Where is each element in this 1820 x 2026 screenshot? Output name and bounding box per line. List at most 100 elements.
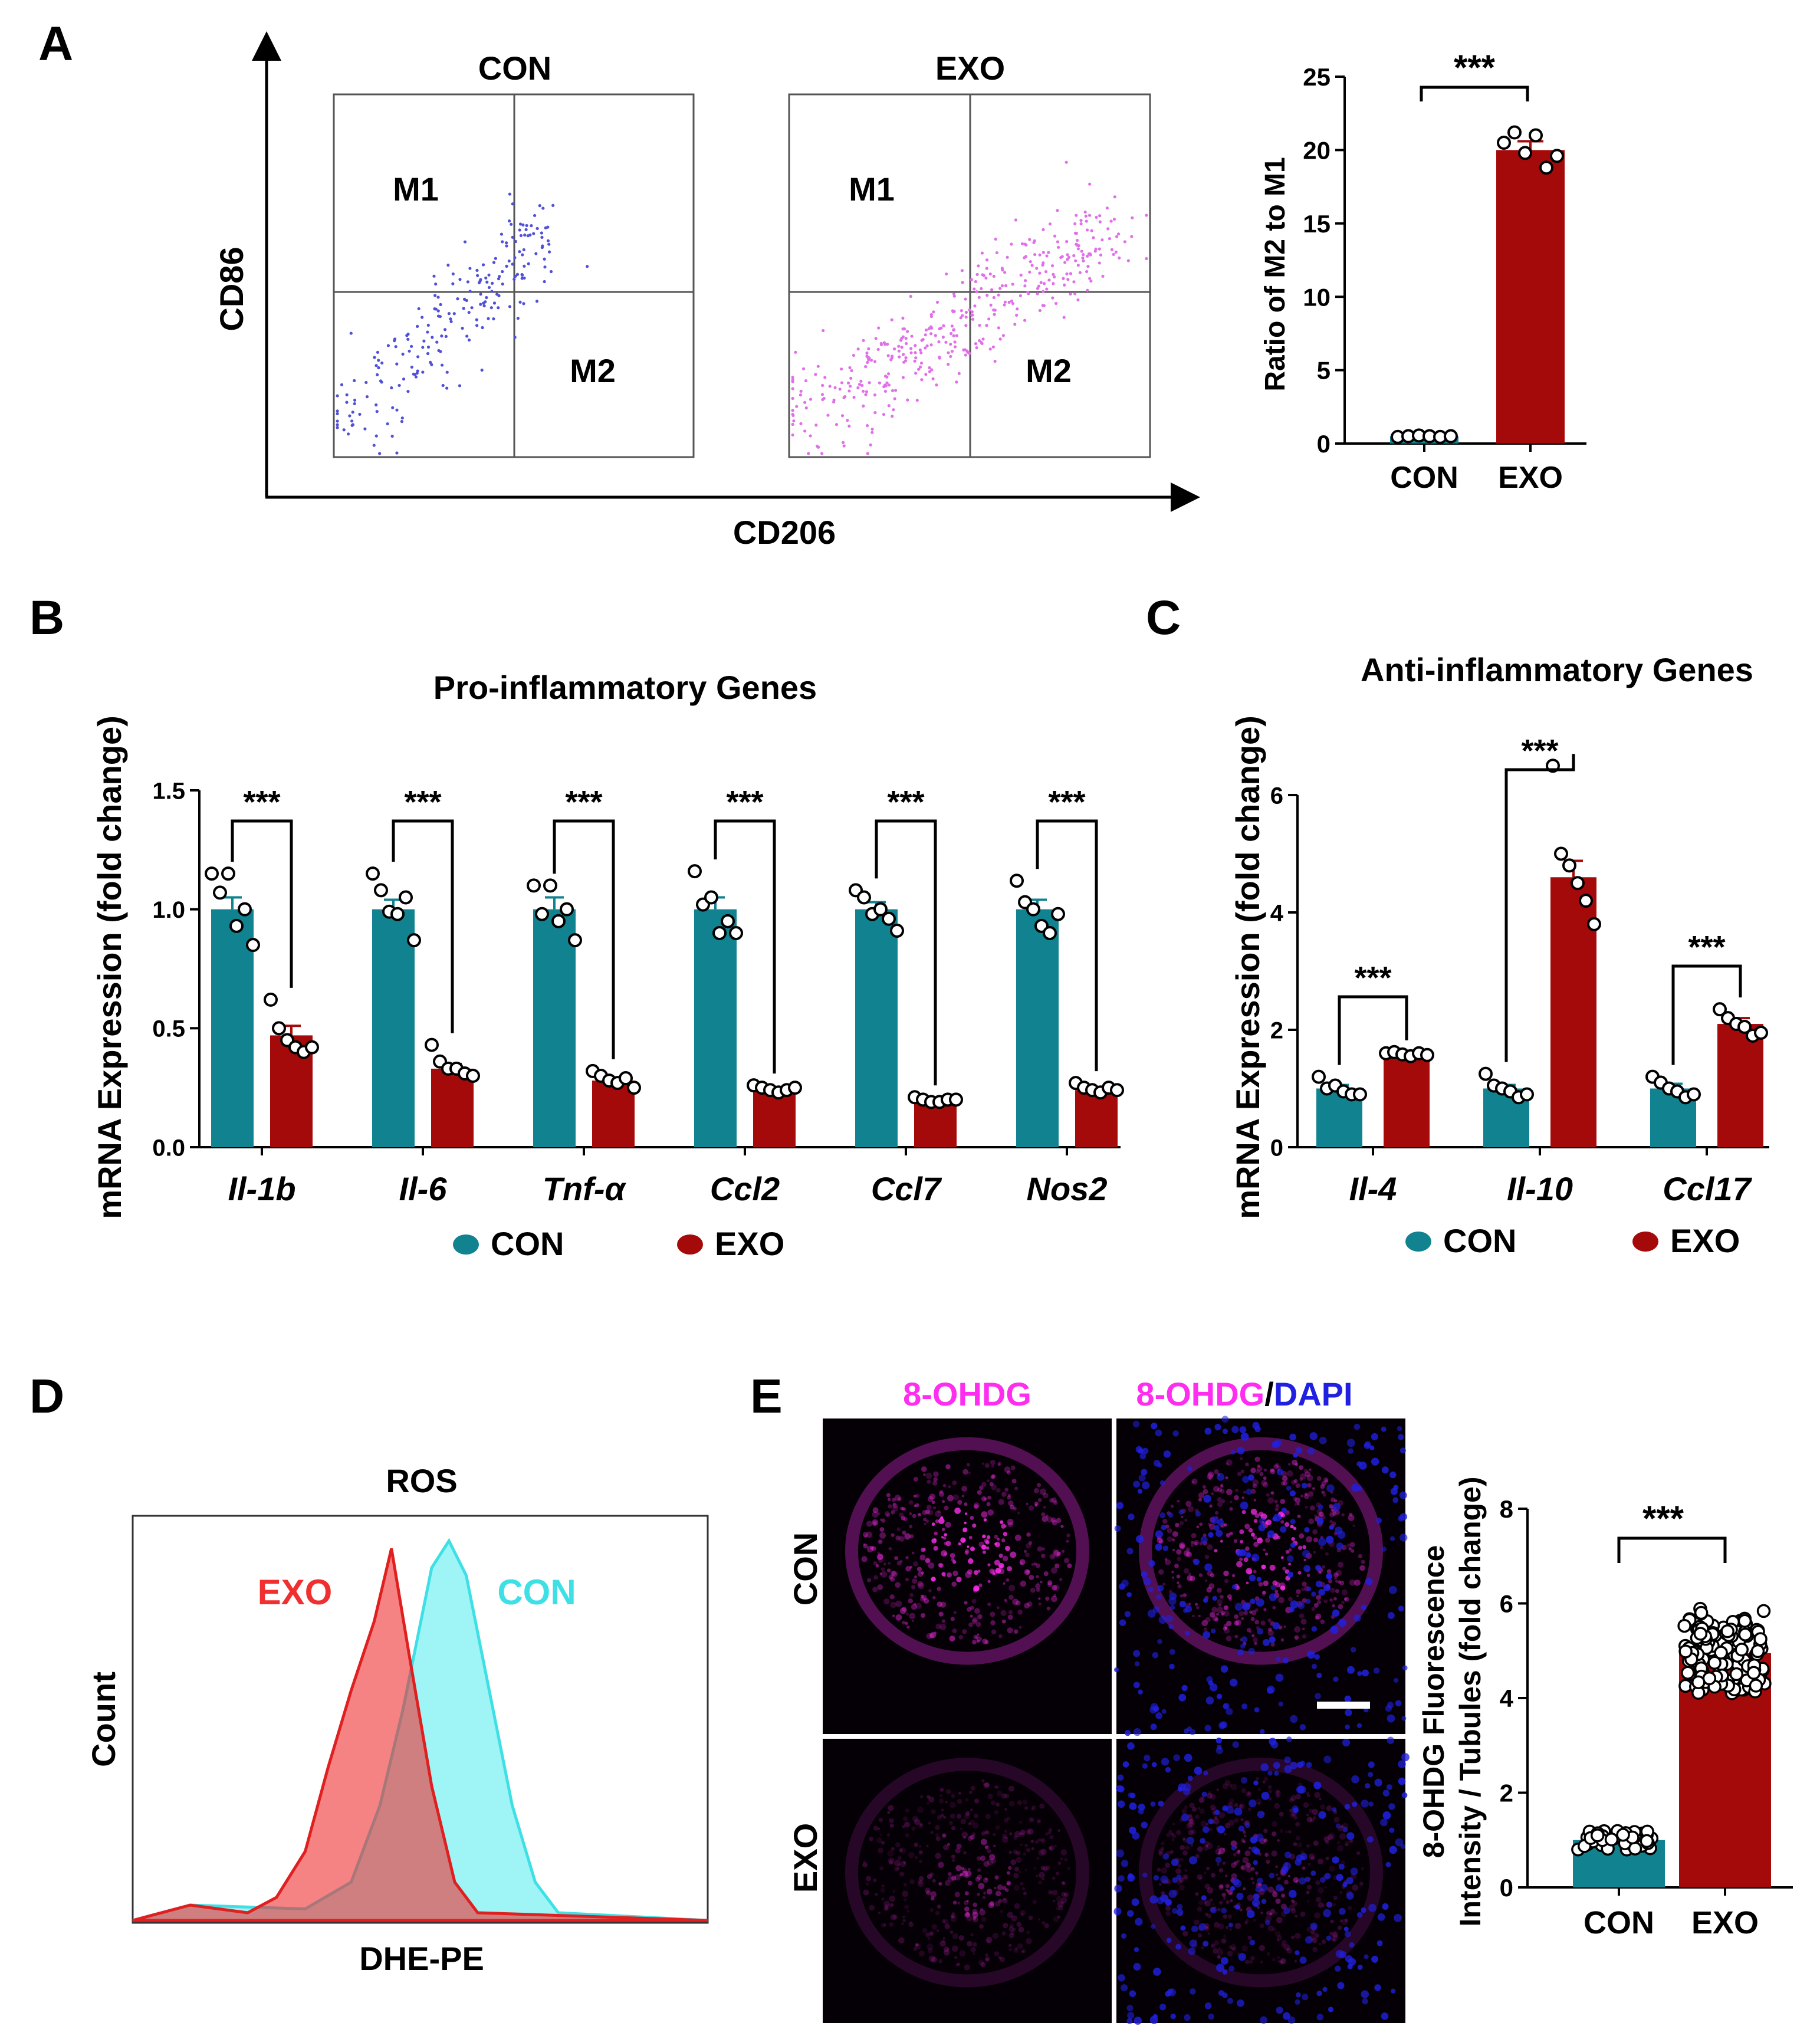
flow-event-dot: [820, 393, 824, 396]
signal-dot: [1057, 1829, 1061, 1833]
signal-dot: [1205, 1617, 1211, 1623]
dapi-nucleus: [1332, 1609, 1340, 1617]
signal-dot: [1014, 1534, 1021, 1541]
flow-event-dot: [840, 414, 845, 418]
signal-dot: [884, 1903, 891, 1910]
signal-dot: [1209, 1898, 1213, 1902]
signal-dot: [1183, 1550, 1190, 1557]
signal-dot: [1312, 1808, 1318, 1815]
signal-dot: [1219, 1884, 1224, 1889]
signal-dot: [1036, 1819, 1041, 1824]
signal-dot: [1061, 1902, 1065, 1904]
dapi-nucleus: [1338, 1618, 1346, 1627]
signal-dot: [1297, 1545, 1303, 1550]
dapi-nucleus: [1371, 1457, 1379, 1466]
signal-dot: [1051, 1567, 1057, 1574]
signal-dot: [970, 1516, 974, 1520]
signal-dot: [1297, 1843, 1302, 1848]
signal-dot: [1272, 1890, 1276, 1894]
signal-dot: [1312, 1529, 1318, 1535]
data-point: [619, 1071, 633, 1086]
dapi-nucleus: [1295, 1999, 1300, 2005]
signal-dot: [1293, 1479, 1298, 1483]
signal-dot: [1020, 1881, 1024, 1886]
signal-dot: [1021, 1887, 1026, 1890]
signal-dot: [1051, 1595, 1057, 1603]
signal-dot: [1293, 1815, 1297, 1820]
signal-dot: [968, 1822, 971, 1825]
signal-dot: [1329, 1866, 1335, 1872]
flow-event-dot: [487, 285, 491, 290]
signal-dot: [994, 1951, 1000, 1956]
dapi-nucleus: [1361, 1990, 1369, 1998]
flow-event-dot: [988, 347, 992, 351]
flow-event-dot: [955, 380, 958, 384]
signal-dot: [1300, 1473, 1306, 1480]
flow-event-dot: [386, 344, 390, 347]
signal-dot: [980, 1962, 986, 1968]
flow-event-dot: [930, 326, 934, 330]
signal-dot: [898, 1856, 902, 1860]
signal-dot: [1011, 1915, 1017, 1922]
data-point: [1529, 128, 1543, 143]
signal-dot: [1329, 1931, 1334, 1936]
dapi-nucleus: [1215, 1737, 1222, 1744]
signal-dot: [940, 1601, 947, 1608]
data-point: [1746, 1666, 1761, 1680]
flow-event-dot: [1079, 222, 1083, 226]
signal-dot: [1243, 1840, 1246, 1844]
dapi-nucleus: [1127, 1874, 1135, 1882]
signal-dot: [936, 1929, 939, 1932]
signal-dot: [1013, 1849, 1018, 1854]
bar-exo: [1496, 150, 1565, 444]
flow-event-dot: [497, 294, 501, 297]
signal-dot: [1221, 1893, 1226, 1897]
signal-dot: [961, 1870, 968, 1877]
dapi-nucleus: [1351, 1775, 1359, 1784]
signal-dot: [1338, 1604, 1343, 1610]
signal-dot: [982, 1638, 988, 1644]
flow-event-dot: [481, 263, 485, 267]
dapi-nucleus: [1238, 1825, 1245, 1832]
flow-event-dot: [416, 369, 419, 373]
dapi-nucleus: [1400, 1447, 1406, 1454]
signal-dot: [1267, 1497, 1274, 1504]
signal-dot: [933, 1477, 938, 1482]
data-point: [1640, 1834, 1654, 1848]
signal-dot: [1188, 1572, 1192, 1576]
flow-event-dot: [487, 317, 490, 320]
signal-dot: [1320, 1484, 1325, 1489]
signal-dot: [1043, 1505, 1046, 1509]
flow-event-dot: [970, 278, 973, 281]
signal-dot: [1325, 1479, 1329, 1483]
flow-event-dot: [930, 368, 934, 372]
signal-dot: [1277, 1939, 1280, 1942]
dapi-nucleus: [1325, 1535, 1334, 1544]
flow-event-dot: [492, 317, 495, 321]
significance-bracket: [1036, 819, 1098, 1072]
signal-dot: [1223, 1610, 1230, 1617]
flow-event-dot: [866, 452, 869, 455]
dapi-nucleus: [1194, 1766, 1203, 1775]
signal-dot: [1283, 1625, 1286, 1628]
signal-dot: [1199, 1877, 1202, 1880]
flow-event-dot: [1045, 254, 1049, 258]
dapi-nucleus: [1318, 1538, 1326, 1546]
dapi-nucleus: [1290, 1542, 1296, 1548]
flow-event-dot: [848, 385, 852, 388]
flow-event-dot: [919, 362, 924, 365]
flow-event-dot: [535, 300, 539, 303]
signal-dot: [1186, 1823, 1192, 1829]
signal-dot: [947, 1876, 954, 1882]
signal-dot: [1015, 1947, 1019, 1950]
signal-dot: [944, 1552, 947, 1556]
flow-event-dot: [1003, 271, 1007, 274]
signal-dot: [1191, 1478, 1198, 1485]
dapi-nucleus: [1361, 1907, 1366, 1913]
signal-dot: [978, 1959, 984, 1966]
signal-dot: [892, 1505, 899, 1512]
signal-dot: [1004, 1793, 1010, 1799]
dapi-nucleus: [1214, 1525, 1220, 1531]
signal-dot: [901, 1922, 905, 1926]
pro-inflammatory-chart: Pro-inflammatory Genes mRNA Expression (…: [91, 669, 1124, 1262]
